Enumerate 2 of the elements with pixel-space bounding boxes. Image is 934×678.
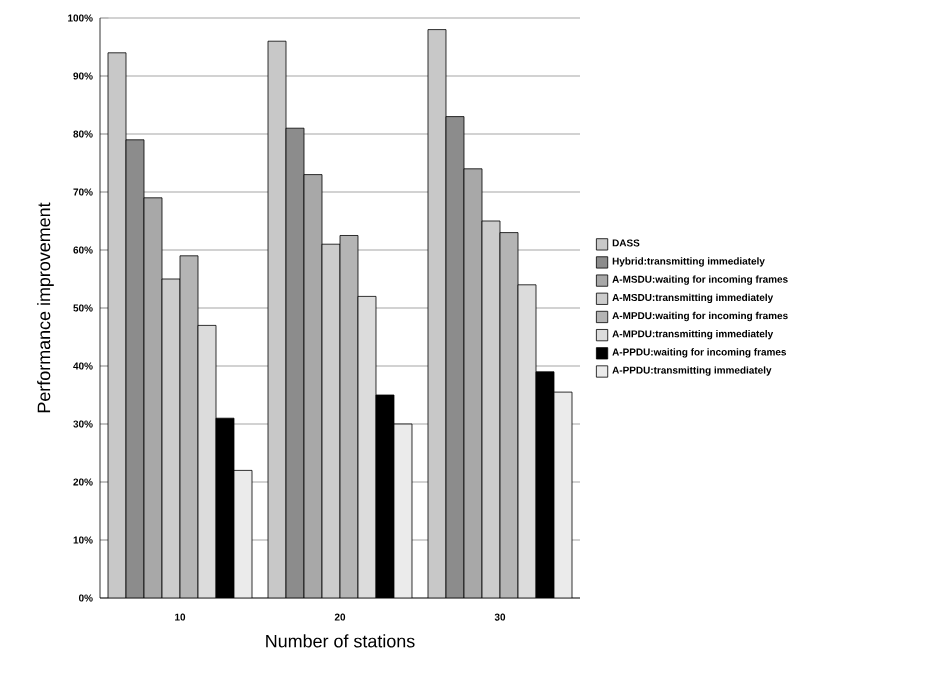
y-axis-title: Performance improvement: [37, 202, 54, 413]
x-axis-title: Number of stations: [266, 634, 415, 648]
